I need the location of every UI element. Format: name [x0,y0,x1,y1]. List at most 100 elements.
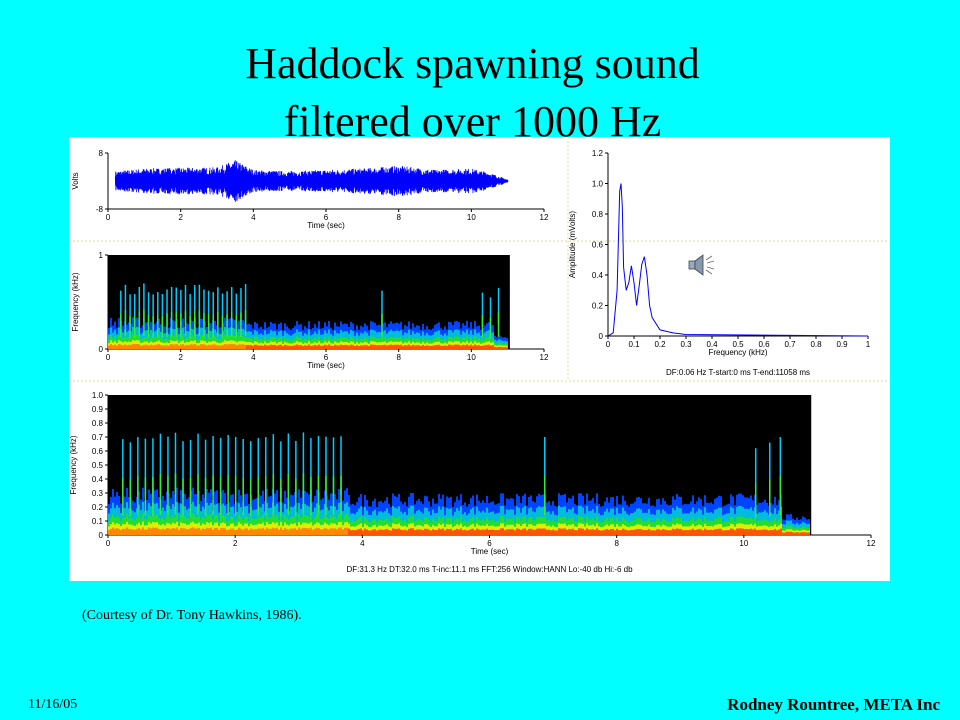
x-tick-label: 12 [867,539,876,548]
spectrogram-cell [506,529,508,535]
y-tick-label: 1.0 [592,180,604,189]
spectrogram-cell [710,529,712,535]
spectrogram-cell [378,529,380,535]
spectrogram-cell [400,529,402,535]
spectrogram-cell [174,528,176,535]
spectrogram-cell [246,528,248,535]
spectrogram-cell [784,532,786,535]
spectrogram-cell [316,527,318,535]
y-tick-label: 0 [99,345,104,354]
spectrogram-cell [126,527,128,535]
spectrogram-cell [526,530,528,535]
x-tick-label: 0.3 [680,340,692,349]
x-tick-label: 0.5 [732,340,744,349]
spectrogram-cell [370,344,372,349]
spectrogram-cell [348,528,350,535]
spectrogram-cell [436,529,438,535]
spectrogram-cell [504,347,506,349]
spectrogram-burst [257,476,260,516]
spectrogram-cell [690,529,692,535]
spectrogram-cell [696,529,698,535]
spectrogram-cell [808,532,810,535]
x-tick-label: 0 [606,340,611,349]
spectrogram-burst [137,476,139,516]
spectrogram-cell [226,530,228,535]
spectrogram-cell [156,527,158,535]
y-tick-label: 0 [99,531,104,540]
spectrogram-burst [152,438,154,497]
spectrogram-burst [138,311,141,337]
spectrogram-cell [432,345,434,349]
spectrogram-cell [764,529,766,535]
spectrogram-cell [254,529,256,535]
spectrogram-cell [278,344,280,349]
spectrogram-cell [418,345,420,349]
spectrogram-cell [234,530,236,535]
spectrogram-cell [768,530,770,535]
spectrogram-cell [334,528,336,535]
spectrogram-cell [316,345,318,349]
spectrogram-cell [530,528,532,535]
spectrogram-cell [322,529,324,535]
spectrogram-cell [598,530,600,535]
spectrogram-cell [468,530,470,535]
spectrogram-cell [156,344,158,349]
spectrogram-cell [642,529,644,535]
spectrogram-burst [779,437,782,496]
spectrogram-cell [354,530,356,535]
spectrogram-cell [802,532,804,535]
large-spectrogram-chart: 0 2 4 6 8 10 12 0 0.1 0.2 0.3 0.4 0.5 0.6 0.7 0.8 0.9 1.0… [69,391,876,574]
spectrogram-cell [412,344,414,349]
spectrogram-cell [700,529,702,535]
spectrogram-cell [230,344,232,349]
spectrogram-burst [129,294,131,328]
spectrogram-burst [381,290,383,326]
spectrogram-cell [240,344,242,349]
spectrogram-cell [452,345,454,349]
spectrogram-cell [758,529,760,535]
spectrogram-cell [220,528,222,535]
spectrogram-cell [200,344,202,349]
spectrogram-cell [346,344,348,349]
spectrogram-cell [334,344,336,349]
spectrogram-cell [508,529,510,535]
spectrogram-cell [132,343,134,349]
spectrogram-burst [332,437,335,496]
x-tick-label: 1 [866,340,871,349]
spectrum-parameters: DF:0.06 Hz T-start:0 ms T-end:11058 ms [666,368,810,377]
spectrogram-burst [147,314,150,338]
spectrogram-cell [712,530,714,535]
spectrogram-cell [140,529,142,535]
spectrogram-cell [416,529,418,535]
spectrogram-burst [489,317,492,339]
spectrogram-cell [150,344,152,349]
spectrogram-cell [192,344,194,349]
spectrogram-burst [189,439,192,497]
spectrogram-cell [184,528,186,535]
spectrogram-cell [310,345,312,349]
spectrogram-cell [182,528,184,535]
spectrogram-cell [548,529,550,535]
spectrogram-cell [200,529,202,535]
spectrogram-cell [666,530,668,535]
spectrogram-cell [472,345,474,349]
spectrogram-cell [130,529,132,535]
spectrogram-burst [212,314,214,338]
spectrogram-cell [262,527,264,535]
spectrogram-cell [572,528,574,535]
spectrogram-cell [692,528,694,535]
spectrogram-cell [374,529,376,535]
spectrogram-cell [264,529,266,535]
spectrogram-cell [292,345,294,349]
spectrogram-cell [140,345,142,349]
spectrogram-cell [138,344,140,349]
spectrogram-burst [221,315,224,338]
spectrum-line [607,183,869,337]
spectrogram-burst [227,435,229,496]
spectrogram-cell [428,529,430,535]
spectrogram-burst [189,316,191,339]
waveform-chart: 0 2 4 6 8 10 12 -8 8 Time (sec) Volts [71,149,549,230]
spectrogram-burst [180,313,182,338]
speaker-icon[interactable] [688,254,715,276]
spectrogram-cell [212,529,214,535]
